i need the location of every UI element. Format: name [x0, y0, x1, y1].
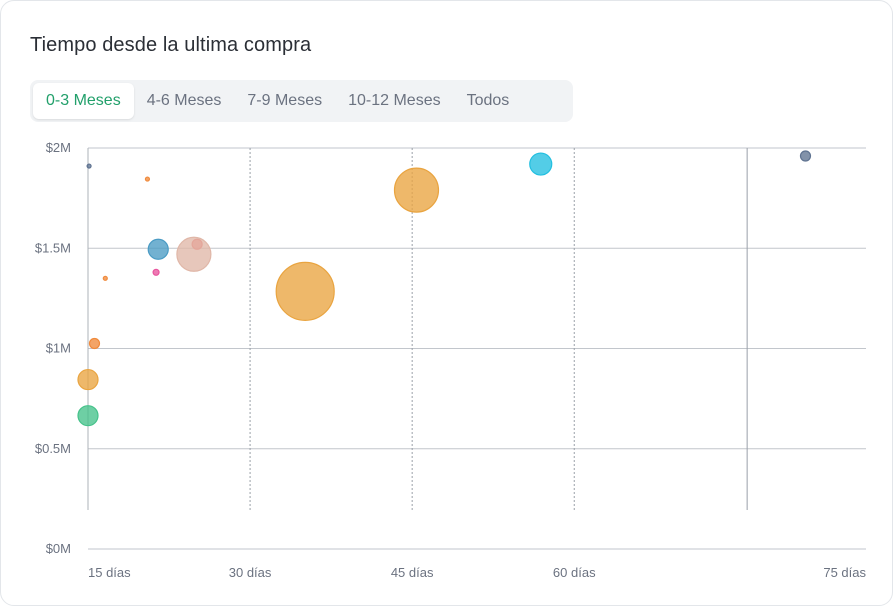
- y-tick-label: $1.5M: [35, 240, 71, 255]
- bubble-point: [144, 176, 151, 182]
- tab-4-6-meses[interactable]: 4-6 Meses: [146, 92, 222, 109]
- bubble-point: [529, 152, 553, 176]
- bubble-point: [88, 337, 101, 350]
- bubble-point: [152, 268, 160, 276]
- y-tick-label: $1M: [46, 341, 71, 356]
- x-tick-label: 30 días: [229, 565, 272, 580]
- bubble-point: [77, 368, 99, 391]
- bubble-point: [799, 150, 812, 162]
- y-tick-label: $2M: [46, 140, 71, 155]
- bubble-point: [393, 167, 440, 213]
- bubble-point: [176, 236, 212, 272]
- tab-10-12-meses[interactable]: 10-12 Meses: [348, 92, 441, 109]
- x-tick-label: 15 días: [88, 565, 131, 580]
- x-tick-label: 75 días: [823, 565, 866, 580]
- x-tick-label: 45 días: [391, 565, 434, 580]
- card-title: Tiempo desde la ultima compra: [30, 34, 312, 56]
- tab-0-3-meses[interactable]: 0-3 Meses: [33, 83, 134, 119]
- tab-todos[interactable]: Todos: [466, 92, 510, 109]
- bubble-point: [147, 238, 169, 260]
- bubble-point: [102, 275, 108, 281]
- tab-7-9-meses[interactable]: 7-9 Meses: [247, 92, 323, 109]
- bubble-point: [77, 405, 99, 427]
- y-tick-label: $0M: [46, 541, 71, 556]
- y-tick-label: $0.5M: [35, 441, 71, 456]
- bubble-point: [275, 261, 335, 321]
- period-tabs: 0-3 Meses 4-6 Meses 7-9 Meses 10-12 Mese…: [30, 80, 573, 122]
- bubble-point: [86, 163, 92, 169]
- x-tick-label: 60 días: [553, 565, 596, 580]
